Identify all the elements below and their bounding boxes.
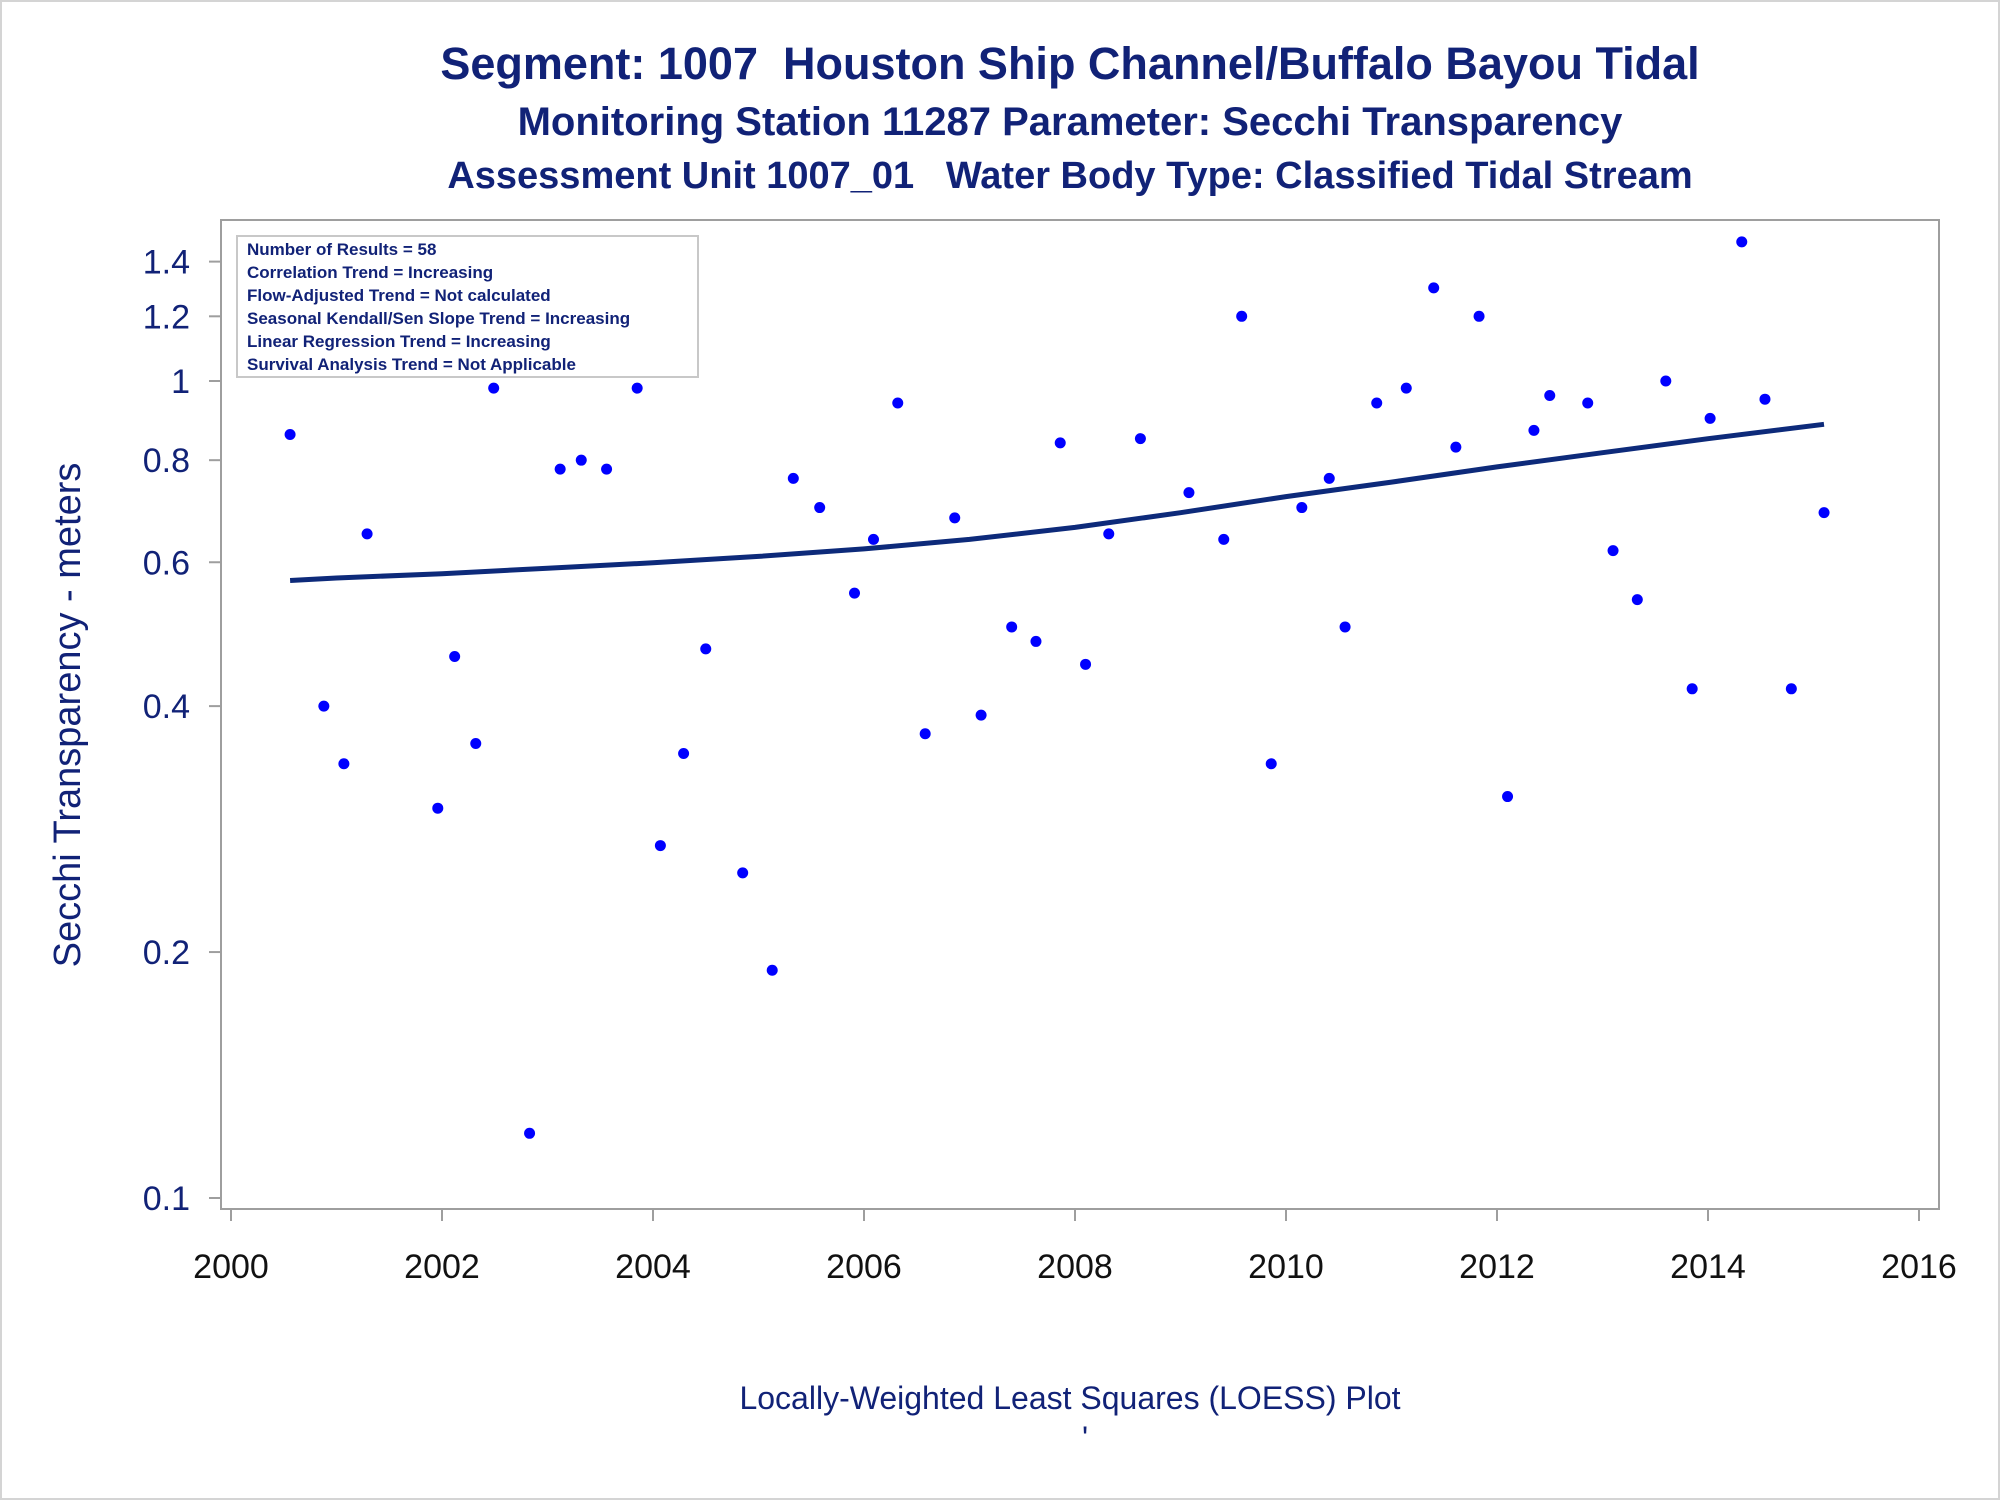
data-point	[1759, 393, 1771, 405]
data-point	[1030, 635, 1042, 647]
footnote: Locally-Weighted Least Squares (LOESS) P…	[739, 1380, 1401, 1416]
data-point	[1323, 472, 1335, 484]
data-point	[1103, 528, 1115, 540]
data-point	[1607, 545, 1619, 557]
data-point	[575, 454, 587, 466]
plot-area-frame	[220, 219, 1940, 1210]
x-tick-label: 2006	[826, 1248, 902, 1286]
loess-trend-line	[289, 421, 1825, 583]
legend-box-line: Flow-Adjusted Trend = Not calculated	[247, 286, 551, 305]
data-point	[1528, 424, 1540, 436]
x-tick-label: 2012	[1459, 1248, 1535, 1286]
data-point	[1265, 758, 1277, 770]
y-tick-label: 1.2	[143, 298, 190, 336]
data-point	[1236, 310, 1248, 322]
y-tick-label: 0.4	[143, 688, 190, 726]
x-tick-label: 2004	[615, 1248, 691, 1286]
data-point	[678, 747, 690, 759]
data-point	[892, 397, 904, 409]
x-tick-label: 2016	[1881, 1248, 1957, 1286]
data-point	[654, 840, 666, 852]
data-point	[449, 651, 461, 663]
data-point	[524, 1127, 536, 1139]
data-point	[601, 463, 613, 475]
x-tick-label: 2008	[1037, 1248, 1113, 1286]
data-point	[1371, 397, 1383, 409]
data-point	[766, 964, 778, 976]
y-tick-label: 0.2	[143, 934, 190, 972]
data-point	[1544, 389, 1556, 401]
data-point	[1631, 594, 1643, 606]
data-point	[470, 738, 482, 750]
trend-line-group	[289, 421, 1825, 583]
y-tick-label: 0.8	[143, 442, 190, 480]
data-point	[1296, 502, 1308, 514]
legend-box-line: Survival Analysis Trend = Not Applicable	[247, 355, 576, 374]
data-point	[488, 382, 500, 394]
data-point	[919, 728, 931, 740]
data-point	[1473, 310, 1485, 322]
legend-box-line: Number of Results = 58	[247, 240, 436, 259]
x-axis: 2000 2002 2004 2006 2008 2010 2012 2014 2016	[193, 1209, 1957, 1286]
data-point	[867, 533, 879, 545]
data-point	[284, 429, 296, 441]
data-point	[1218, 533, 1230, 545]
legend-box-line: Correlation Trend = Increasing	[247, 263, 493, 282]
data-point	[737, 867, 749, 879]
data-point	[554, 463, 566, 475]
data-point	[1400, 382, 1412, 394]
data-point	[1736, 236, 1748, 248]
data-point	[1006, 621, 1018, 633]
data-point	[338, 758, 350, 770]
x-tick-label: 2002	[404, 1248, 480, 1286]
data-point	[631, 382, 643, 394]
chart-subtitle-2: Assessment Unit 1007_01 Water Body Type:…	[447, 155, 1693, 197]
data-point	[1450, 441, 1462, 453]
data-point	[1502, 791, 1514, 803]
y-axis: 0.1 0.2 0.4 0.6 0.8 1 1.2 1.4	[143, 244, 221, 1218]
data-point	[1339, 621, 1351, 633]
data-point	[361, 528, 373, 540]
x-tick-label: 2014	[1670, 1248, 1746, 1286]
data-point	[432, 802, 444, 814]
data-point	[1818, 507, 1830, 519]
data-point	[1183, 487, 1195, 499]
chart-title: Segment: 1007 Houston Ship Channel/Buffa…	[440, 38, 1700, 89]
data-point	[1785, 683, 1797, 695]
data-point	[787, 472, 799, 484]
y-tick-label: 0.6	[143, 544, 190, 582]
data-point	[975, 709, 987, 721]
y-tick-label: 0.1	[143, 1180, 190, 1218]
y-axis-label: Secchi Transparency - meters	[47, 463, 89, 968]
data-point	[1704, 412, 1716, 424]
footnote-mark: '	[1082, 1420, 1089, 1456]
data-point	[1080, 658, 1092, 670]
data-point	[1660, 375, 1672, 387]
y-tick-label: 1.4	[143, 244, 190, 282]
chart-subtitle: Monitoring Station 11287 Parameter: Secc…	[517, 100, 1623, 144]
data-point	[1428, 282, 1440, 294]
data-point	[1582, 397, 1594, 409]
x-tick-label: 2000	[193, 1248, 269, 1286]
data-points-group	[284, 236, 1830, 1139]
data-point	[849, 587, 861, 599]
data-point	[1686, 683, 1698, 695]
legend-box-frame	[236, 235, 699, 378]
data-point	[700, 643, 712, 655]
data-point	[1054, 437, 1066, 449]
legend-box-line: Linear Regression Trend = Increasing	[247, 332, 551, 351]
y-tick-label: 1	[171, 363, 190, 401]
legend-box: Number of Results = 58 Correlation Trend …	[236, 235, 699, 378]
data-point	[318, 700, 330, 712]
x-tick-label: 2010	[1248, 1248, 1324, 1286]
data-point	[1134, 433, 1146, 445]
data-point	[814, 502, 826, 514]
legend-box-line: Seasonal Kendall/Sen Slope Trend = Incre…	[247, 309, 630, 328]
data-point	[949, 512, 961, 524]
